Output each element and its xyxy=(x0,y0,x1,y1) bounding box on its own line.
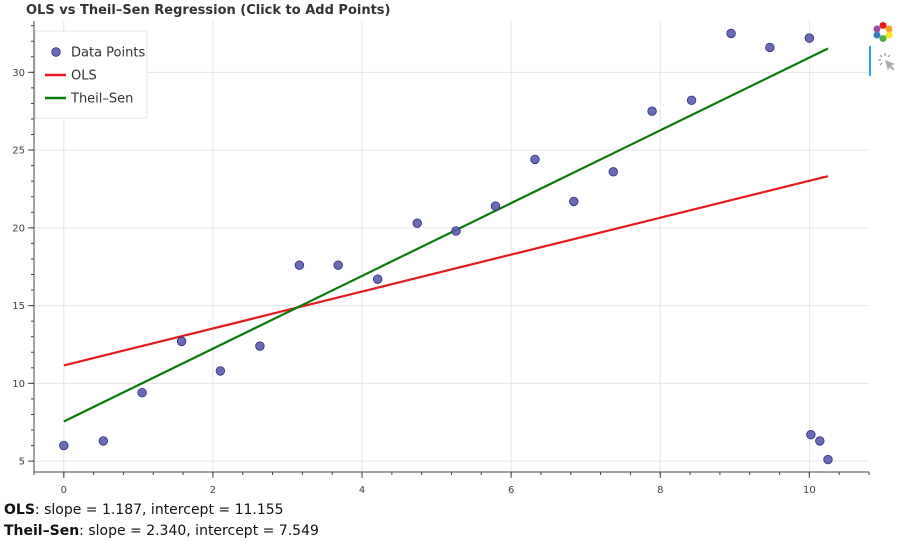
data-point[interactable] xyxy=(608,167,618,177)
legend: Data Points OLS Theil–Sen xyxy=(34,30,148,119)
y-tick-label: 15 xyxy=(12,301,25,312)
data-point[interactable] xyxy=(372,274,383,284)
data-point[interactable] xyxy=(59,440,69,451)
data-point[interactable] xyxy=(726,28,736,39)
data-point[interactable] xyxy=(176,336,187,347)
data-point[interactable] xyxy=(530,154,540,165)
ols-stats-label: OLS xyxy=(4,502,35,518)
data-point[interactable] xyxy=(98,436,109,446)
legend-label: Theil–Sen xyxy=(70,92,133,107)
x-tick-label: 8 xyxy=(657,485,663,496)
data-point[interactable] xyxy=(806,429,816,440)
data-point[interactable] xyxy=(215,366,226,376)
legend-glyph-points xyxy=(51,47,61,57)
data-point[interactable] xyxy=(294,260,305,270)
axes xyxy=(28,21,870,478)
data-point[interactable] xyxy=(255,341,265,351)
data-point[interactable] xyxy=(823,454,833,465)
data-point[interactable] xyxy=(647,106,657,116)
data-point[interactable] xyxy=(804,33,815,43)
data-point[interactable] xyxy=(412,218,422,228)
ols-stats: OLS: slope = 1.187, intercept = 11.155 xyxy=(4,502,284,518)
y-tick-label: 10 xyxy=(12,379,25,390)
ols-line xyxy=(63,175,829,367)
x-tick-label: 0 xyxy=(61,485,67,496)
y-tick-label: 5 xyxy=(19,457,25,468)
x-tick-label: 6 xyxy=(508,485,514,496)
legend-label: OLS xyxy=(71,69,97,84)
tick-labels: 0 2 4 6 8 10 5 10 15 20 25 30 xyxy=(12,68,815,496)
chart-title: OLS vs Theil–Sen Regression (Click to Ad… xyxy=(26,3,391,18)
toolbar xyxy=(869,18,899,88)
data-point[interactable] xyxy=(451,226,461,236)
ols-stats-text: : slope = 1.187, intercept = 11.155 xyxy=(34,502,284,518)
tap-tool-icon xyxy=(878,53,895,71)
data-point[interactable] xyxy=(765,42,775,53)
y-tick-label: 25 xyxy=(12,146,25,157)
theil-sen-stats-text: : slope = 2.340, intercept = 7.549 xyxy=(79,523,319,539)
data-points[interactable] xyxy=(59,28,833,465)
data-point[interactable] xyxy=(490,201,501,211)
regression-lines xyxy=(63,47,829,423)
data-point[interactable] xyxy=(686,95,697,106)
scatter-plot[interactable]: 0 2 4 6 8 10 5 10 15 20 25 30 Data Points OLS Theil–S… xyxy=(0,0,899,500)
x-tick-label: 4 xyxy=(359,485,365,496)
theil-sen-stats-label: Theil–Sen xyxy=(4,523,80,539)
data-point[interactable] xyxy=(815,436,825,446)
tap-tool-button[interactable] xyxy=(869,46,899,76)
legend-label: Data Points xyxy=(71,46,145,61)
theil-sen-stats: Theil–Sen: slope = 2.340, intercept = 7.… xyxy=(4,523,319,539)
bokeh-logo-icon[interactable] xyxy=(873,22,893,42)
grid-lines xyxy=(34,21,869,472)
data-point[interactable] xyxy=(137,387,147,398)
y-tick-label: 30 xyxy=(12,68,25,79)
data-point[interactable] xyxy=(569,196,579,207)
y-tick-label: 20 xyxy=(12,223,25,234)
data-point[interactable] xyxy=(333,260,343,270)
x-tick-label: 10 xyxy=(803,485,816,496)
theil-sen-line xyxy=(63,47,829,423)
x-tick-label: 2 xyxy=(210,485,216,496)
